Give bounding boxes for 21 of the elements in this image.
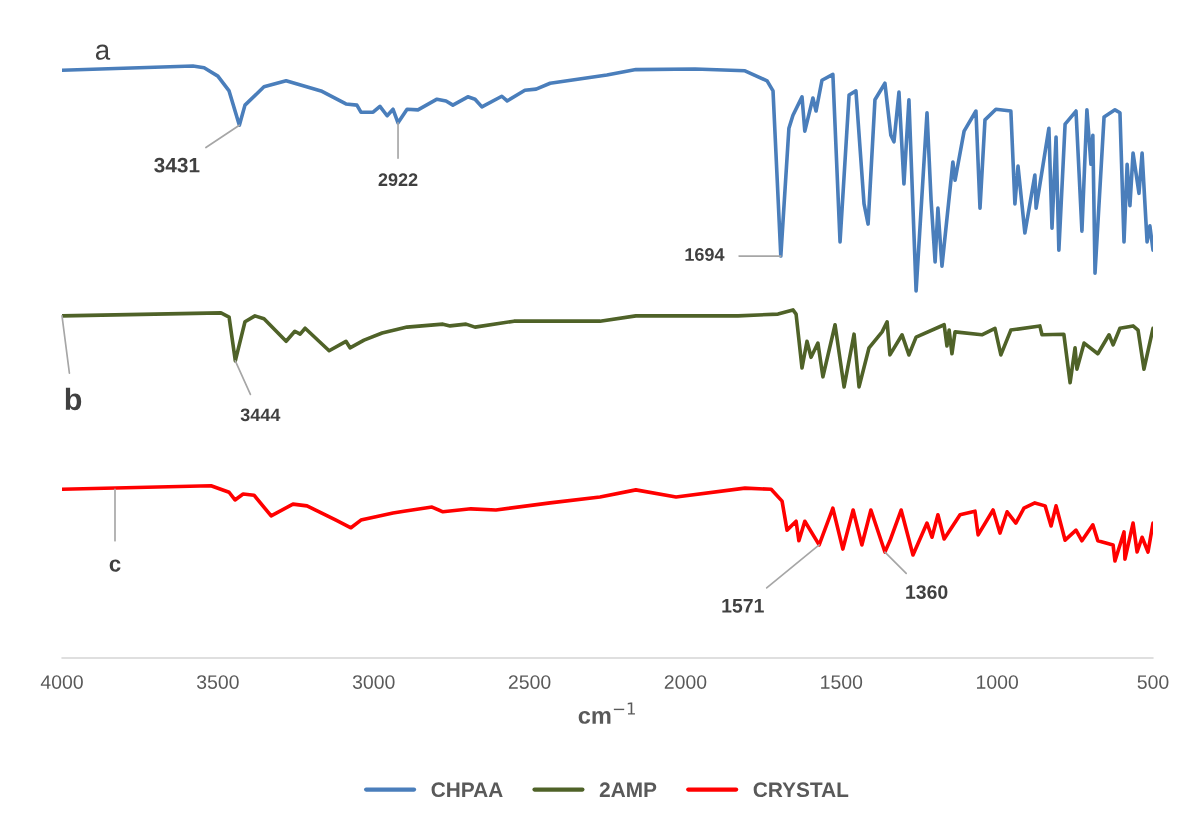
x-tick-label: 2500: [508, 675, 551, 689]
legend-label: 2AMP: [599, 782, 657, 797]
x-tick-label: 3500: [196, 675, 239, 689]
annotation: b: [65, 387, 82, 411]
x-tick-label: 4000: [40, 675, 83, 689]
annotation: 1694: [685, 248, 725, 261]
annotation: 1360: [906, 585, 948, 599]
x-tick-label: 2000: [664, 675, 707, 689]
x-tick-label: 3000: [352, 675, 395, 689]
annotation: 3431: [154, 157, 200, 173]
annotation: 1571: [722, 599, 764, 613]
annotation: 2922: [378, 173, 418, 187]
x-tick-label: 1500: [821, 675, 863, 689]
x-tick-label: 1000: [977, 675, 1019, 689]
legend-label: CRYSTAL: [753, 782, 849, 798]
annotation: 3444: [240, 408, 281, 422]
x-axis-title: cm$^{−1}$: [578, 702, 635, 724]
annotation: c: [109, 559, 121, 572]
x-tick-label: 500: [1137, 675, 1169, 689]
text: a: [95, 44, 111, 60]
legend-label: CHPAA: [431, 782, 503, 798]
